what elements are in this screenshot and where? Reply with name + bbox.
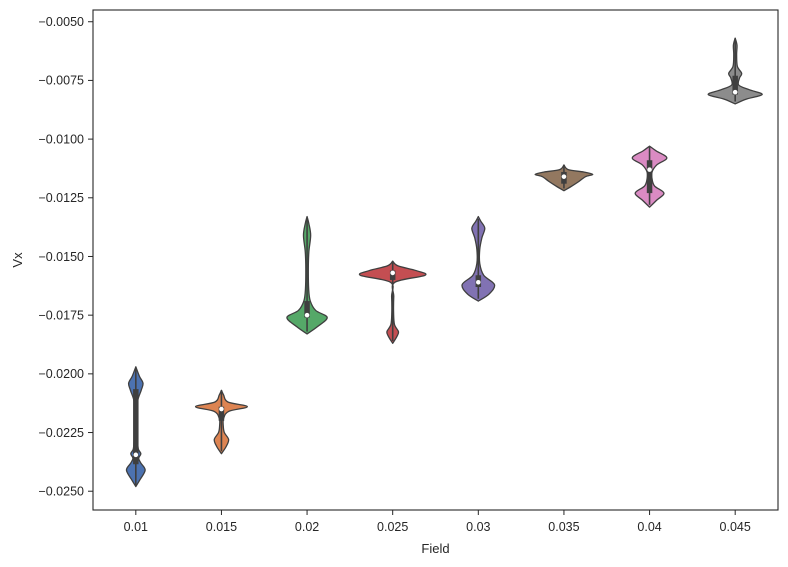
y-axis-label: Vx [10,252,25,268]
violin-median [561,174,567,179]
x-tick-label: 0.04 [637,520,661,534]
x-tick-label: 0.02 [295,520,319,534]
violin-median [133,452,139,458]
violin-median [304,312,310,318]
y-tick-label: −0.0250 [38,485,84,499]
y-tick-label: −0.0050 [38,15,84,29]
y-tick-label: −0.0125 [38,191,84,205]
x-tick-label: 0.045 [720,520,751,534]
y-tick-label: −0.0225 [38,426,84,440]
violin-median [390,270,395,276]
violin-median [476,280,481,285]
x-tick-label: 0.015 [206,520,237,534]
x-axis: 0.01 0.015 0.02 0.025 0.03 0.035 0.04 0.045 [124,510,751,534]
x-tick-label: 0.035 [548,520,579,534]
y-tick-label: −0.0075 [38,74,84,88]
y-axis: −0.0250 −0.0225 −0.0200 −0.0175 −0.0150 −0.01… [38,15,93,499]
x-axis-label: Field [421,541,449,556]
y-tick-label: −0.0175 [38,308,84,322]
y-tick-label: −0.0150 [38,250,84,264]
x-tick-label: 0.025 [377,520,408,534]
y-tick-label: −0.0100 [38,132,84,146]
violin-median [732,89,738,95]
x-tick-label: 0.01 [124,520,148,534]
plot-frame [92,9,779,511]
violin-median [647,167,652,172]
x-tick-label: 0.03 [466,520,490,534]
violins [125,37,763,488]
y-tick-label: −0.0200 [38,367,84,381]
violin-median [219,406,224,412]
